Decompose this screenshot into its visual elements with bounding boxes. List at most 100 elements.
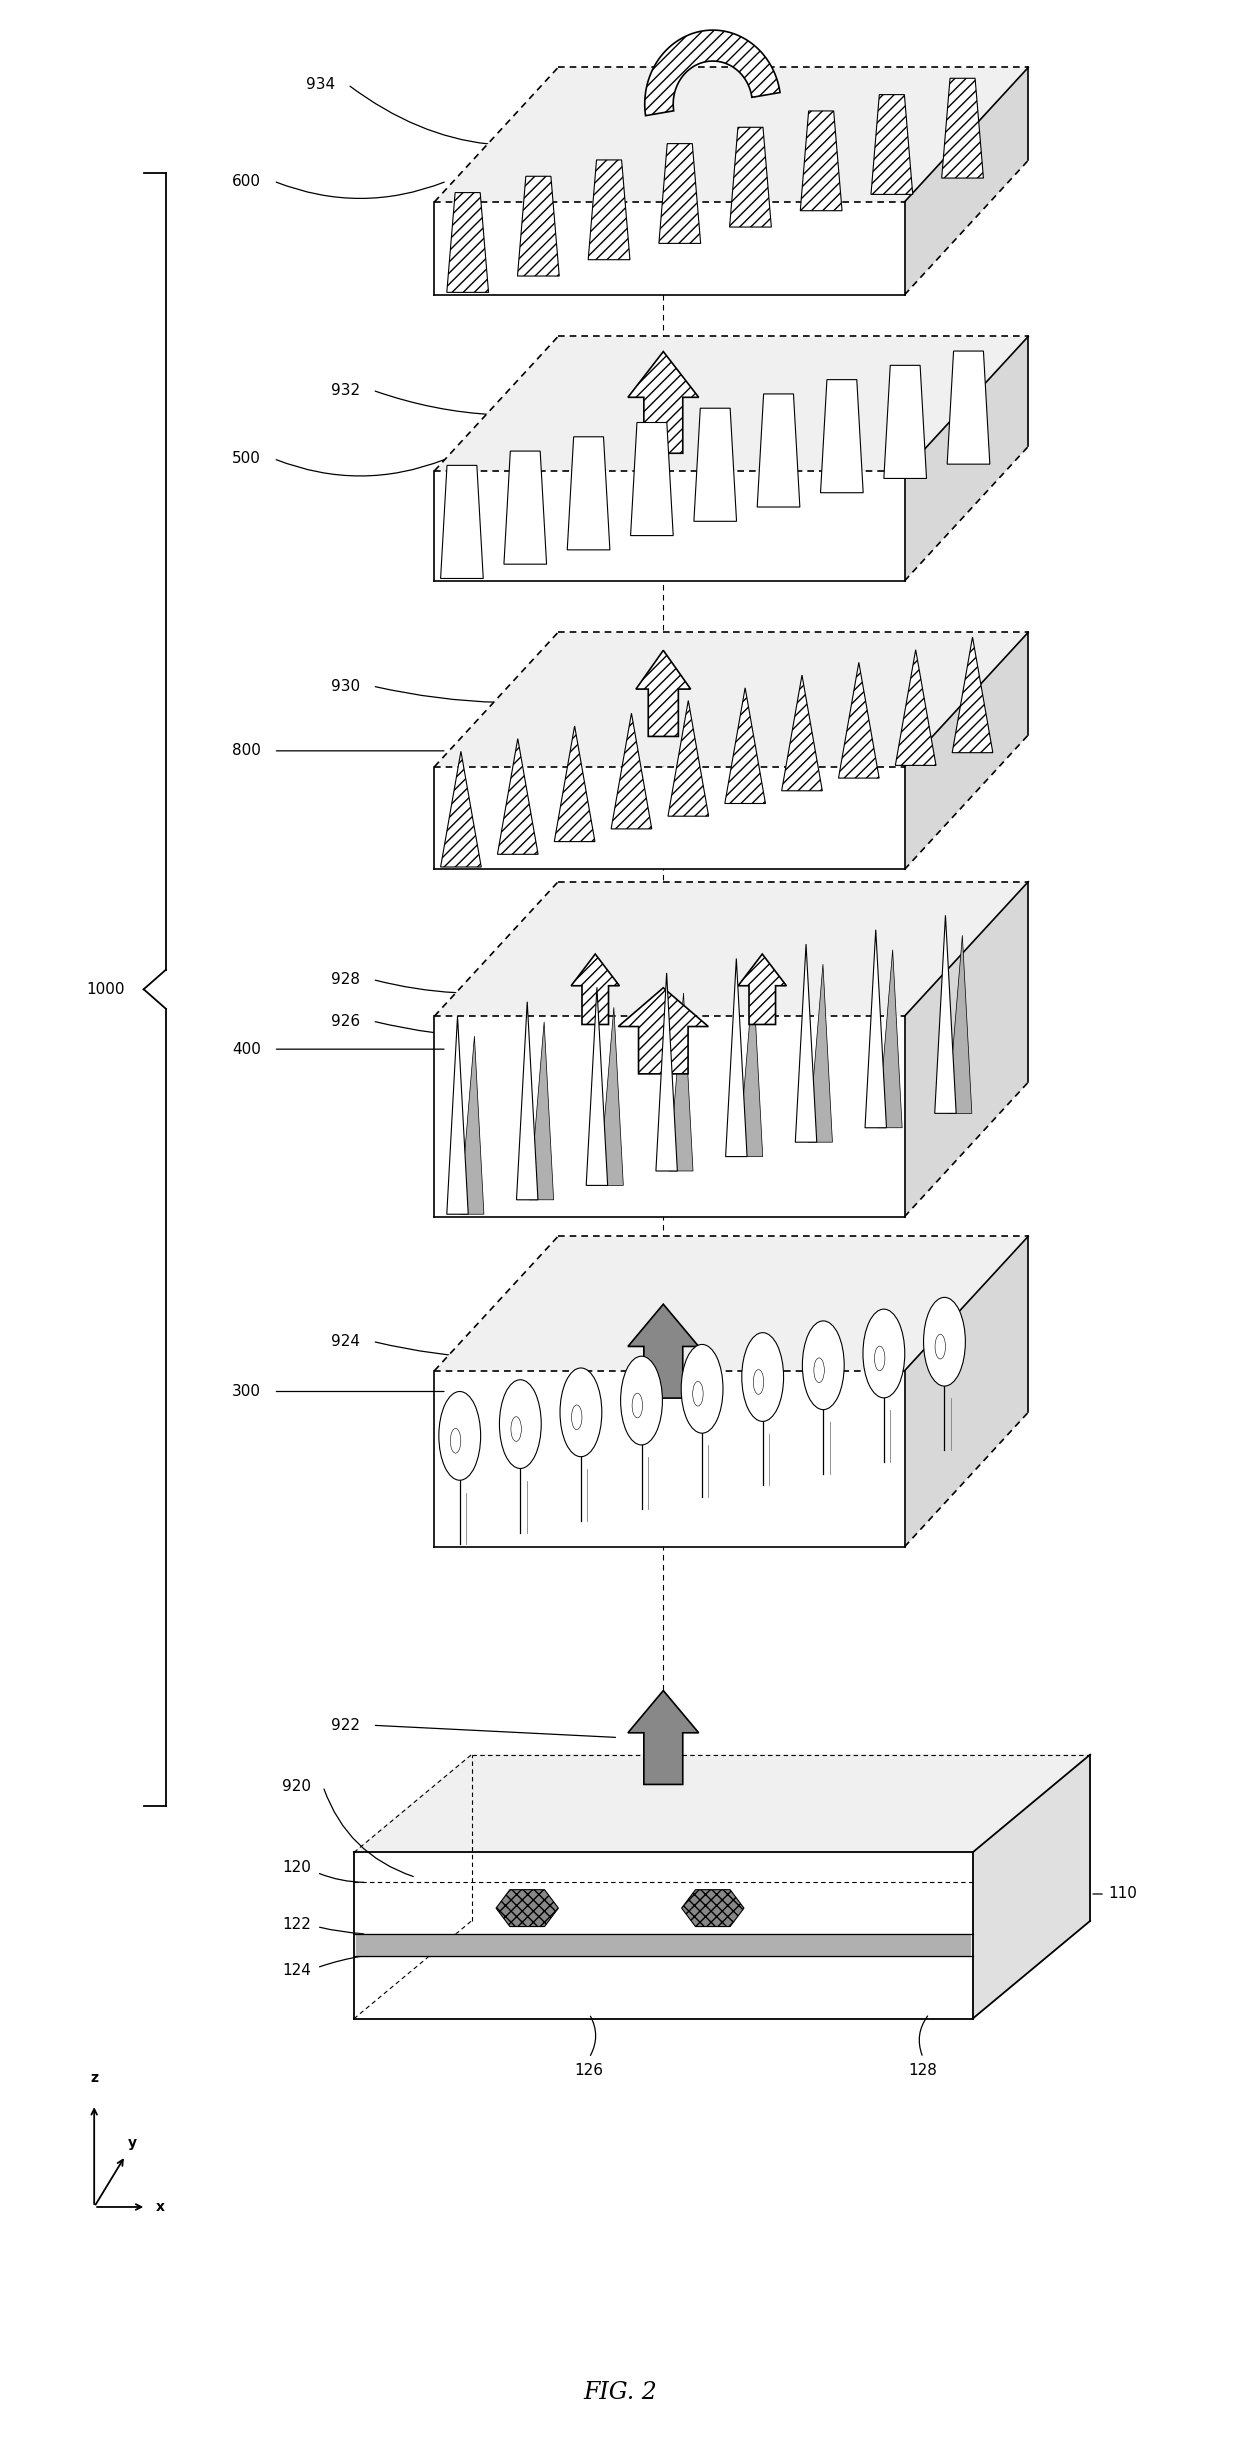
- Polygon shape: [656, 972, 677, 1170]
- Polygon shape: [935, 916, 956, 1114]
- Polygon shape: [739, 979, 763, 1155]
- Polygon shape: [440, 752, 481, 867]
- Ellipse shape: [863, 1310, 905, 1398]
- Polygon shape: [627, 353, 698, 453]
- Polygon shape: [503, 450, 547, 563]
- Polygon shape: [941, 78, 983, 179]
- Polygon shape: [496, 1890, 558, 1927]
- Ellipse shape: [500, 1381, 541, 1469]
- Ellipse shape: [802, 1322, 844, 1410]
- Polygon shape: [838, 663, 879, 778]
- Polygon shape: [567, 436, 610, 551]
- Text: y: y: [128, 2137, 136, 2149]
- Polygon shape: [904, 632, 1028, 869]
- Polygon shape: [434, 1016, 904, 1217]
- Text: FIG. 2: FIG. 2: [583, 2382, 657, 2404]
- Text: 124: 124: [281, 1963, 311, 1978]
- Text: 934: 934: [306, 76, 336, 93]
- Text: 920: 920: [281, 1780, 311, 1794]
- Text: 500: 500: [232, 450, 262, 465]
- Polygon shape: [658, 144, 701, 242]
- Text: 926: 926: [331, 1013, 360, 1028]
- Ellipse shape: [620, 1356, 662, 1444]
- Polygon shape: [434, 201, 904, 294]
- Text: 122: 122: [281, 1917, 311, 1931]
- Polygon shape: [645, 29, 780, 115]
- Ellipse shape: [742, 1332, 784, 1422]
- Polygon shape: [446, 193, 489, 291]
- Polygon shape: [870, 95, 913, 193]
- Polygon shape: [353, 1853, 972, 2020]
- Polygon shape: [866, 930, 887, 1129]
- Text: 128: 128: [909, 2064, 937, 2078]
- Polygon shape: [781, 676, 822, 791]
- Polygon shape: [440, 465, 484, 578]
- Text: 300: 300: [232, 1383, 262, 1398]
- Polygon shape: [588, 159, 630, 259]
- Polygon shape: [434, 632, 1028, 766]
- Polygon shape: [529, 1021, 553, 1200]
- Polygon shape: [725, 960, 746, 1155]
- Polygon shape: [795, 945, 817, 1143]
- Polygon shape: [446, 1016, 469, 1214]
- Text: 400: 400: [232, 1043, 262, 1058]
- Polygon shape: [682, 1890, 744, 1927]
- Polygon shape: [599, 1009, 624, 1185]
- Text: 922: 922: [331, 1718, 360, 1733]
- Text: 120: 120: [281, 1860, 311, 1875]
- Polygon shape: [758, 394, 800, 507]
- Polygon shape: [694, 409, 737, 521]
- Polygon shape: [611, 712, 652, 830]
- Ellipse shape: [560, 1368, 601, 1457]
- Text: 600: 600: [232, 174, 262, 188]
- Polygon shape: [627, 1305, 698, 1398]
- Polygon shape: [972, 1755, 1090, 2020]
- Text: 800: 800: [232, 744, 262, 759]
- Polygon shape: [353, 1755, 1090, 1853]
- Text: 126: 126: [574, 2064, 604, 2078]
- Polygon shape: [738, 955, 786, 1023]
- Text: 110: 110: [1109, 1887, 1137, 1902]
- Polygon shape: [904, 1236, 1028, 1547]
- Text: 1000: 1000: [87, 982, 125, 996]
- Polygon shape: [517, 176, 559, 277]
- Polygon shape: [587, 987, 608, 1185]
- Polygon shape: [904, 69, 1028, 294]
- Polygon shape: [668, 994, 693, 1170]
- Polygon shape: [884, 365, 926, 477]
- Polygon shape: [434, 335, 1028, 470]
- Polygon shape: [947, 350, 990, 465]
- Text: x: x: [156, 2201, 165, 2213]
- Polygon shape: [878, 950, 903, 1129]
- Polygon shape: [517, 1001, 538, 1200]
- Text: 924: 924: [331, 1334, 360, 1349]
- Polygon shape: [460, 1036, 484, 1214]
- Ellipse shape: [924, 1297, 966, 1386]
- Text: 928: 928: [331, 972, 360, 987]
- Ellipse shape: [681, 1344, 723, 1432]
- Polygon shape: [572, 955, 620, 1023]
- Polygon shape: [952, 636, 993, 752]
- Polygon shape: [800, 110, 842, 211]
- Polygon shape: [434, 69, 1028, 201]
- Polygon shape: [808, 965, 832, 1143]
- Polygon shape: [356, 1934, 970, 1956]
- Polygon shape: [627, 1692, 698, 1785]
- Polygon shape: [729, 127, 771, 228]
- Polygon shape: [434, 1236, 1028, 1371]
- Text: 930: 930: [331, 678, 360, 693]
- Ellipse shape: [439, 1390, 481, 1481]
- Polygon shape: [631, 424, 673, 536]
- Polygon shape: [947, 935, 972, 1114]
- Polygon shape: [904, 881, 1028, 1217]
- Polygon shape: [821, 379, 863, 492]
- Polygon shape: [725, 688, 765, 803]
- Polygon shape: [554, 727, 595, 842]
- Polygon shape: [619, 989, 708, 1075]
- Polygon shape: [434, 766, 904, 869]
- Polygon shape: [668, 700, 708, 815]
- Text: 932: 932: [331, 382, 360, 397]
- Polygon shape: [497, 739, 538, 854]
- Polygon shape: [434, 881, 1028, 1016]
- Polygon shape: [434, 470, 904, 580]
